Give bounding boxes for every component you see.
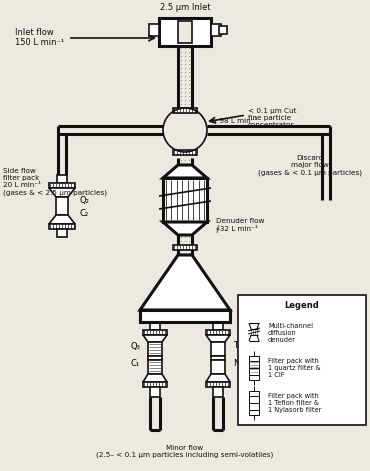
Bar (173, 108, 197, 113)
Bar (249, 410, 259, 415)
Text: Filter pack with
1 Teflon filter &
1 Nylasorb filter: Filter pack with 1 Teflon filter & 1 Nyl… (268, 393, 322, 413)
Bar (249, 361, 259, 368)
Bar (143, 382, 167, 387)
Bar (148, 342, 162, 356)
Text: Q₂: Q₂ (79, 196, 89, 205)
Bar (211, 342, 225, 356)
Bar (49, 183, 75, 188)
Bar (178, 21, 192, 43)
Bar (140, 310, 230, 322)
Text: Multi-channel
diffusion
denuder: Multi-channel diffusion denuder (268, 323, 313, 343)
Bar (173, 150, 197, 155)
Text: < 0.1 μm Cut
fine particle
concentrator: < 0.1 μm Cut fine particle concentrator (248, 108, 296, 128)
Polygon shape (206, 374, 230, 382)
Bar (173, 245, 197, 250)
Bar (57, 229, 67, 237)
Bar (213, 387, 223, 397)
Polygon shape (49, 188, 75, 197)
Polygon shape (143, 374, 167, 382)
Bar (211, 360, 225, 374)
Polygon shape (163, 165, 207, 178)
Text: Legend: Legend (285, 300, 319, 309)
Text: Inlet flow
150 L min⁻¹: Inlet flow 150 L min⁻¹ (15, 28, 64, 48)
Text: T₁: T₁ (233, 341, 241, 350)
Polygon shape (143, 335, 167, 342)
Bar (249, 391, 259, 396)
Bar (249, 396, 259, 403)
Polygon shape (140, 255, 230, 310)
Text: N₁: N₁ (233, 359, 243, 368)
Text: Minor flow
(2.5– < 0.1 μm particles including semi-volatiles): Minor flow (2.5– < 0.1 μm particles incl… (96, 445, 274, 458)
Bar (149, 24, 159, 36)
Bar (211, 24, 221, 36)
Bar (143, 330, 167, 335)
Text: Q₃: Q₃ (130, 341, 140, 350)
Polygon shape (163, 222, 207, 235)
Text: Filter pack with
1 quartz filter &
1 CIF: Filter pack with 1 quartz filter & 1 CIF (268, 358, 321, 378)
Text: C₁: C₁ (131, 359, 140, 368)
Bar (249, 403, 259, 410)
Bar (57, 175, 67, 183)
Bar (163, 178, 207, 222)
Bar (150, 387, 160, 397)
Bar (211, 356, 225, 360)
Bar (213, 322, 223, 330)
Bar (249, 368, 259, 375)
Bar (159, 18, 211, 46)
Bar (150, 322, 160, 330)
Bar (56, 197, 68, 215)
Bar (249, 375, 259, 380)
Bar (206, 382, 230, 387)
Bar (219, 26, 227, 34)
Bar (148, 360, 162, 374)
Bar (238, 295, 366, 425)
Polygon shape (49, 215, 75, 224)
Bar (148, 356, 162, 360)
Bar (49, 224, 75, 229)
Bar (206, 330, 230, 335)
Text: 2.5 μm Inlet: 2.5 μm Inlet (160, 3, 210, 13)
Text: Side flow
filter pack
20 L min⁻¹
(gases & < 2.5 μm particles): Side flow filter pack 20 L min⁻¹ (gases … (3, 168, 107, 195)
Text: ≈ 98 L min⁻¹: ≈ 98 L min⁻¹ (211, 118, 258, 124)
Polygon shape (206, 335, 230, 342)
Text: Discard
major flow
(gases & < 0.1 μm particles): Discard major flow (gases & < 0.1 μm par… (258, 155, 362, 176)
Text: Denuder flow
∲32 L min⁻¹: Denuder flow ∲32 L min⁻¹ (216, 218, 265, 232)
Bar (249, 356, 259, 361)
Text: C₂: C₂ (79, 209, 88, 218)
